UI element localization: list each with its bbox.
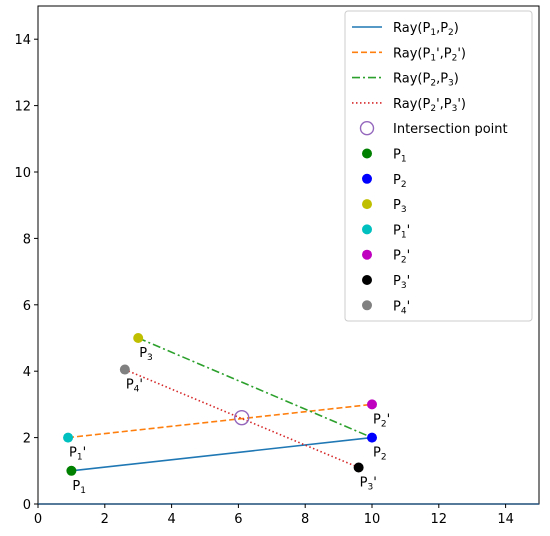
point-label-p1-prime: P1' [69,446,86,463]
ray-ray-p1-prime-p2-prime [67,403,373,439]
legend-handle-p2 [362,173,372,184]
ray-ray-p2-p3 [137,337,373,439]
axes-layer: 0 2 4 6 8 10 12 14 0 2 4 6 8 10 12 14 [14,5,540,527]
legend-label-ray-p2-p3: Ray(P2,P3) [393,72,459,89]
x-tick-label-14: 14 [497,512,514,527]
point-p1 [66,465,77,476]
point-label-p4-prime: P4' [126,378,143,395]
legend-handle-p2-prime [362,249,372,260]
y-tick-label-0: 0 [23,498,31,513]
point-labels-layer: P1 P2 P3 P1' P2' P3' P4' [69,346,390,496]
y-tick-label-14: 14 [14,33,31,48]
point-label-p2-prime: P2' [373,412,390,429]
x-tick-label-4: 4 [167,512,175,527]
legend-label-p2: P2 [393,173,407,190]
x-tick-label-10: 10 [364,512,381,527]
point-label-p3-prime: P3' [360,475,377,492]
ray-ray-p1-p2 [71,436,373,472]
y-tick-label-8: 8 [23,232,31,247]
x-tick-label-8: 8 [301,512,309,527]
legend-label-p2-prime: P2' [393,249,410,266]
x-tick-label-2: 2 [101,512,109,527]
y-tick-label-10: 10 [14,166,31,181]
legend-handle-p1-prime [362,224,372,235]
point-label-p1: P1 [72,479,86,496]
y-tick-label-6: 6 [23,299,31,314]
legend-handle-p3-prime [362,275,372,285]
legend-handle-p4-prime [362,300,372,311]
legend-label-p3: P3 [393,198,407,215]
x-tick-label-12: 12 [431,512,448,527]
point-p1-prime [63,432,74,443]
legend-layer: Ray(P1,P2) Ray(P1',P2') Ray(P2,P3) Ray(P2',… [344,10,533,322]
legend-label-intersection-point: Intersection point [393,122,508,137]
y-tick-label-2: 2 [23,432,31,447]
point-p2 [367,432,377,443]
legend-label-p1-prime: P1' [393,223,410,240]
x-tick-label-6: 6 [234,512,242,527]
y-tick-label-4: 4 [23,365,31,380]
point-label-p3: P3 [139,346,153,363]
rays-layer [67,337,373,472]
point-p3 [133,333,144,343]
legend-label-ray-p1-p2: Ray(P1,P2) [393,21,459,38]
point-p4-prime [119,364,130,375]
legend-label-ray-p1-prime-p2-prime: Ray(P1',P2') [393,46,466,63]
legend-label-p3-prime: P3' [393,274,410,291]
legend-handle-p1 [362,148,372,159]
point-label-p2: P2 [373,446,387,463]
intersection-point-marker [234,409,250,426]
y-tick-label-12: 12 [14,100,31,115]
legend-box [344,10,533,322]
legend-handle-p3 [362,199,372,210]
legend-label-ray-p2-prime-p3-prime: Ray(P2',P3') [393,97,466,114]
point-p2-prime [367,399,377,410]
legend-handle-intersection-point [359,120,375,136]
legend-label-p4-prime: P4' [393,299,410,316]
legend-label-p1: P1 [393,148,407,165]
points-layer [63,333,377,476]
point-p3-prime [353,462,364,473]
x-tick-label-0: 0 [34,512,42,527]
